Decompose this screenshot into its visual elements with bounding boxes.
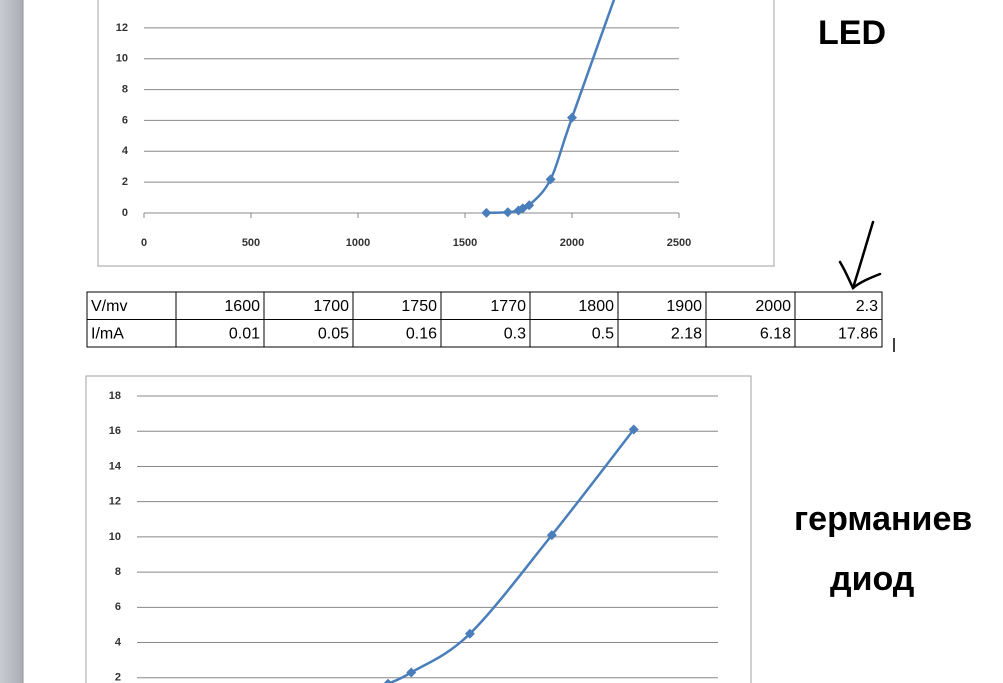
cell-text: 0.05 — [318, 325, 349, 342]
cell-text: 0.3 — [504, 325, 526, 342]
cell-text: 1770 — [490, 298, 526, 315]
table-cell — [263, 319, 354, 348]
x-tick-label: 0 — [141, 237, 147, 249]
table-cell — [175, 319, 265, 348]
x-tick-label: 2000 — [560, 237, 584, 249]
y-tick-label: 6 — [122, 114, 128, 126]
cell-text: 2.18 — [671, 325, 702, 342]
y-tick-label: 10 — [109, 531, 121, 543]
y-tick-label: 14 — [109, 460, 122, 472]
cell-text: V/mv — [91, 298, 127, 315]
chart-frame — [85, 375, 752, 683]
y-tick-label: 6 — [115, 601, 121, 613]
cell-text: 0.01 — [229, 325, 260, 342]
y-tick-label: 8 — [122, 83, 128, 95]
data-point — [502, 207, 513, 218]
data-point — [406, 667, 417, 678]
data-point — [464, 628, 475, 639]
cell-text: 2.3 — [856, 298, 878, 315]
y-tick-label: 16 — [109, 425, 121, 437]
data-point — [546, 530, 557, 541]
data-point — [481, 207, 492, 218]
data-point — [545, 174, 556, 185]
x-tick-label: 1000 — [346, 237, 370, 249]
cell-text: 0.5 — [592, 325, 614, 342]
table-cell — [617, 319, 707, 348]
diode-label: диод — [830, 560, 914, 598]
diode-label: германиев — [794, 500, 972, 538]
table-cell — [175, 291, 265, 320]
y-tick-label: 0 — [122, 207, 128, 219]
cell-text: 1600 — [224, 298, 260, 315]
chart-frame — [97, 0, 775, 267]
table-cell — [86, 319, 177, 348]
data-point — [524, 200, 535, 211]
y-tick-label: 4 — [122, 145, 129, 157]
x-tick-label: 2500 — [667, 237, 691, 249]
table-cell — [617, 291, 707, 320]
x-tick-label: 1500 — [453, 237, 477, 249]
data-point — [567, 112, 577, 123]
table-cell — [794, 319, 883, 348]
cell-text: 2000 — [755, 298, 791, 315]
y-tick-label: 12 — [116, 22, 128, 34]
y-tick-label: 10 — [116, 53, 128, 65]
y-tick-label: 4 — [115, 636, 122, 648]
cell-text: 1700 — [313, 298, 349, 315]
y-tick-label: 18 — [109, 390, 121, 402]
table-cell — [705, 319, 796, 348]
table-cell — [352, 291, 442, 320]
x-tick-label: 500 — [242, 237, 260, 249]
table-cell — [529, 291, 619, 320]
y-tick-label: 14 — [116, 0, 129, 3]
cell-text: 0.16 — [406, 325, 437, 342]
data-line — [387, 428, 635, 683]
table-cell — [263, 291, 354, 320]
cell-text: 6.18 — [760, 325, 791, 342]
side-panel — [0, 0, 23, 683]
led-label: LED — [818, 14, 886, 52]
cell-text: I/mA — [91, 325, 124, 342]
hand-arrow — [838, 220, 882, 290]
table-cell — [529, 319, 619, 348]
y-tick-label: 2 — [115, 672, 121, 683]
y-tick-label: 2 — [122, 176, 128, 188]
table-cell — [440, 319, 531, 348]
cell-text: 1900 — [666, 298, 702, 315]
cell-text: 17.86 — [838, 325, 878, 342]
data-point — [628, 424, 639, 435]
y-tick-label: 12 — [109, 496, 121, 508]
data-point — [383, 678, 393, 683]
y-tick-label: 8 — [115, 566, 121, 578]
cell-text: 1800 — [578, 298, 614, 315]
cell-text: 1750 — [401, 298, 437, 315]
